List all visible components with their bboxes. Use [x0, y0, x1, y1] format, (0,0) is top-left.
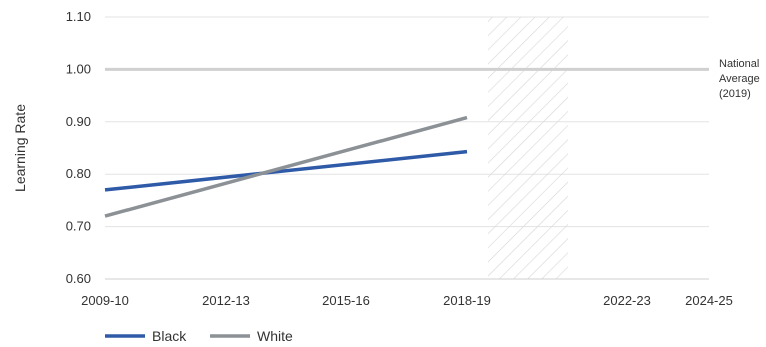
shaded-region	[488, 17, 568, 279]
x-tick-label: 2018-19	[443, 293, 491, 308]
y-tick-label: 0.60	[66, 271, 91, 286]
x-tick-label: 2012-13	[202, 293, 250, 308]
legend-label: White	[257, 328, 293, 344]
y-tick-label: 0.80	[66, 166, 91, 181]
reference-line-group: National Average (2019)	[105, 58, 760, 100]
y-tick-label: 1.10	[66, 9, 91, 24]
series-line-white	[104, 115, 468, 218]
reference-line-label: Average	[719, 73, 760, 85]
legend: Black White	[105, 328, 293, 344]
series-lines	[104, 115, 468, 218]
x-tick-label: 2015-16	[322, 293, 370, 308]
y-tick-label: 1.00	[66, 61, 91, 76]
x-axis-ticks: 2009-10 2012-13 2015-16 2018-19 2022-23 2024-…	[81, 278, 733, 308]
y-tick-label: 0.70	[66, 219, 91, 234]
hatched-region	[488, 17, 568, 279]
x-tick-label: 2024-25	[685, 293, 733, 308]
x-tick-label: 2009-10	[81, 293, 129, 308]
reference-line-label: National	[719, 58, 759, 70]
x-tick-label: 2022-23	[603, 293, 651, 308]
y-axis-title: Learning Rate	[12, 104, 28, 192]
series-line-black	[104, 149, 468, 192]
y-axis-ticks: 0.60 0.70 0.80 0.90 1.00 1.10	[66, 9, 91, 286]
gridlines	[105, 16, 709, 280]
y-tick-label: 0.90	[66, 114, 91, 129]
legend-label: Black	[152, 328, 187, 344]
reference-line-label: (2019)	[719, 88, 751, 100]
